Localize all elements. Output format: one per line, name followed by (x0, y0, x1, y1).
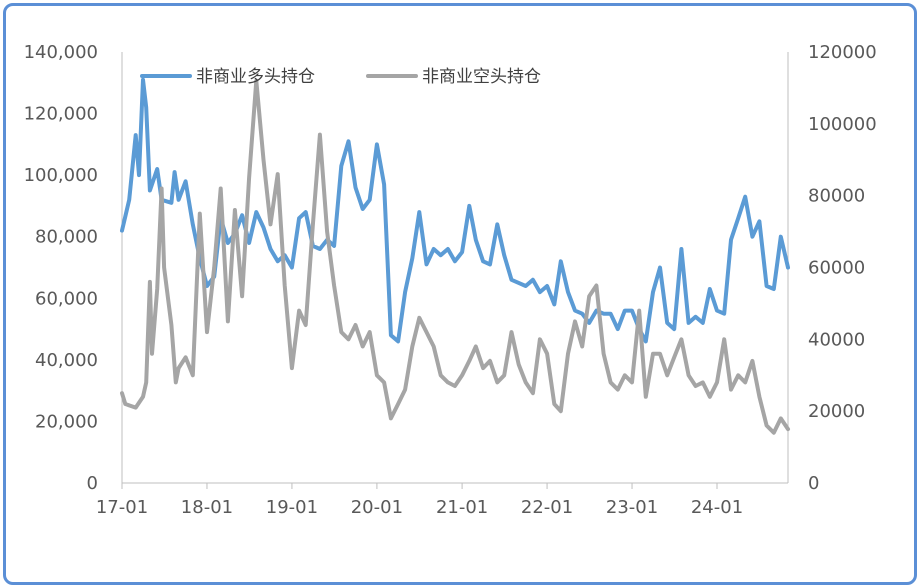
left-tick-label: 0 (87, 473, 98, 494)
x-tick-label: 21-01 (436, 497, 488, 518)
series-line-short-positions (120, 78, 790, 435)
legend-label: 非商业空头持仓 (422, 67, 541, 87)
left-tick-label: 140,000 (24, 42, 98, 63)
x-tick-label: 23-01 (606, 497, 658, 518)
right-tick-label: 100000 (808, 114, 877, 135)
left-tick-label: 20,000 (35, 411, 98, 432)
right-tick-label: 40000 (808, 329, 865, 350)
right-tick-label: 60000 (808, 258, 865, 279)
right-axis-ticks: 0 20000 40000 60000 80000 100000 120000 (808, 42, 877, 494)
x-tick-label: 24-01 (691, 497, 743, 518)
left-tick-label: 40,000 (35, 350, 98, 371)
right-tick-label: 120000 (808, 42, 877, 63)
x-tick-label: 17-01 (96, 497, 148, 518)
left-tick-label: 120,000 (24, 104, 98, 125)
legend-label: 非商业多头持仓 (196, 67, 315, 87)
x-axis-ticks: 17-01 18-01 19-01 20-01 21-01 22-01 23-01 24-01 (96, 483, 743, 518)
left-axis-ticks: 0 20,000 40,000 60,000 80,000 100,000 120,000 1… (24, 42, 98, 494)
axes (121, 52, 789, 484)
x-tick-label: 20-01 (351, 497, 403, 518)
left-tick-label: 100,000 (24, 165, 98, 186)
left-tick-label: 60,000 (35, 288, 98, 309)
right-tick-label: 80000 (808, 186, 865, 207)
x-tick-label: 22-01 (521, 497, 573, 518)
series-layer (120, 77, 790, 435)
x-tick-label: 19-01 (266, 497, 318, 518)
right-tick-label: 0 (808, 473, 819, 494)
x-tick-label: 18-01 (181, 497, 233, 518)
left-tick-label: 80,000 (35, 227, 98, 248)
legend: 非商业多头持仓 非商业空头持仓 (140, 67, 541, 87)
right-tick-label: 20000 (808, 401, 865, 422)
